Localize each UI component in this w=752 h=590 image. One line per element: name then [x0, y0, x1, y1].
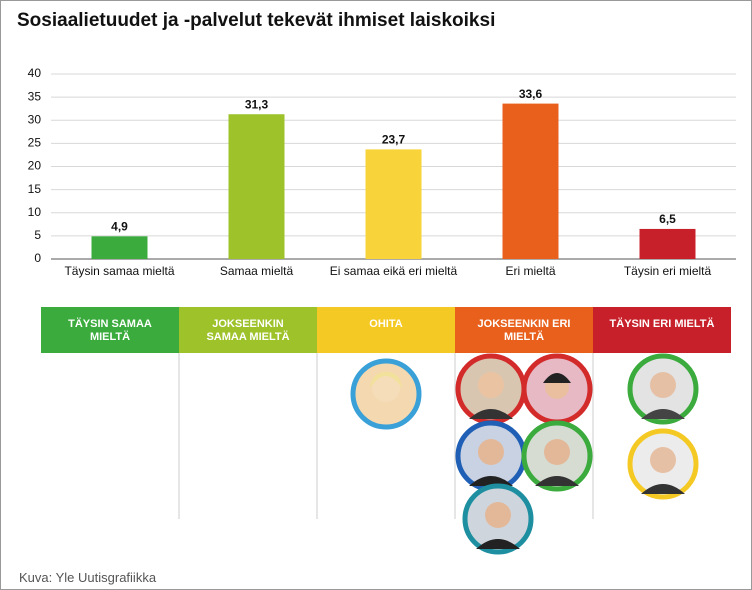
- y-tick-label: 5: [34, 228, 41, 242]
- panel-header: JOKSEENKIN ERI MIELTÄ: [455, 307, 593, 353]
- y-tick-label: 10: [28, 205, 42, 219]
- panel-header: OHITA: [317, 307, 455, 353]
- value-label: 6,5: [659, 212, 676, 226]
- bar: [91, 236, 148, 259]
- x-tick-label: Eri mieltä: [505, 264, 555, 278]
- y-tick-label: 40: [28, 66, 42, 80]
- y-tick-label: 20: [28, 159, 42, 173]
- portraits: [350, 353, 699, 555]
- bar: [228, 114, 285, 259]
- value-label: 4,9: [111, 220, 128, 234]
- value-label: 33,6: [519, 87, 543, 101]
- y-tick-label: 35: [28, 89, 42, 103]
- credit: Kuva: Yle Uutisgrafiikka: [19, 570, 157, 585]
- y-tick-label: 0: [34, 251, 41, 265]
- y-tick-label: 25: [28, 136, 42, 150]
- x-tick-label: Täysin samaa mieltä: [64, 264, 174, 278]
- panel-header: TÄYSIN ERI MIELTÄ: [593, 307, 731, 353]
- chart-title: Sosiaalietuudet ja -palvelut tekevät ihm…: [17, 10, 495, 31]
- x-tick-label: Ei samaa eikä eri mieltä: [330, 264, 458, 278]
- x-tick-label: Samaa mieltä: [220, 264, 294, 278]
- y-tick-label: 30: [28, 112, 42, 126]
- panel-header: TÄYSIN SAMAA MIELTÄ: [41, 307, 179, 353]
- bar: [639, 228, 696, 259]
- x-tick-label: Täysin eri mieltä: [624, 264, 712, 278]
- y-tick-label: 15: [28, 182, 42, 196]
- panel-header: JOKSEENKIN SAMAA MIELTÄ: [179, 307, 317, 353]
- value-label: 31,3: [245, 97, 269, 111]
- value-label: 23,7: [382, 133, 406, 147]
- bar: [502, 103, 559, 259]
- bar: [365, 149, 422, 259]
- dividers: [178, 353, 594, 519]
